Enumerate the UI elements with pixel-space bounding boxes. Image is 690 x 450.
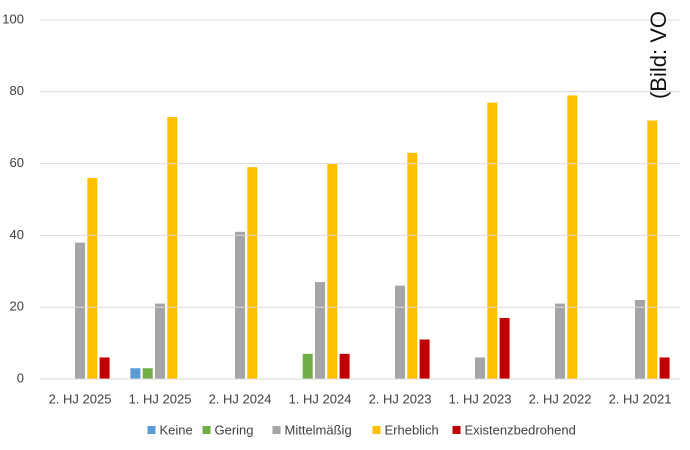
legend-swatch bbox=[272, 426, 281, 434]
bar bbox=[142, 368, 153, 379]
legend-label: Gering bbox=[215, 422, 254, 437]
legend-label: Erheblich bbox=[385, 422, 439, 437]
bar bbox=[487, 102, 498, 379]
legend-swatch bbox=[202, 426, 211, 434]
annotation: (Bild: VO bbox=[646, 11, 671, 99]
bar bbox=[75, 242, 85, 379]
y-tick-label: 40 bbox=[10, 227, 24, 242]
bar bbox=[87, 177, 98, 379]
bar bbox=[419, 339, 430, 379]
legend-swatch bbox=[147, 426, 156, 434]
legend-label: Existenzbedrohend bbox=[465, 422, 576, 437]
bar bbox=[167, 116, 178, 380]
bar bbox=[635, 300, 645, 379]
bar bbox=[130, 368, 141, 379]
x-tick-label: 2. HJ 2021 bbox=[609, 391, 672, 406]
bar bbox=[395, 285, 405, 379]
bar bbox=[315, 282, 325, 379]
x-tick-label: 2. HJ 2025 bbox=[49, 391, 112, 406]
x-tick-label: 2. HJ 2024 bbox=[209, 391, 272, 406]
bar bbox=[659, 357, 670, 379]
bar bbox=[327, 163, 338, 379]
bar bbox=[567, 95, 578, 379]
x-tick-label: 1. HJ 2024 bbox=[289, 391, 352, 406]
legend-swatch bbox=[452, 426, 461, 434]
y-tick-label: 60 bbox=[10, 155, 24, 170]
x-tick-label: 1. HJ 2025 bbox=[129, 391, 192, 406]
bar bbox=[555, 303, 565, 379]
bar bbox=[339, 353, 350, 379]
bar bbox=[235, 231, 245, 379]
y-tick-label: 0 bbox=[17, 370, 24, 385]
y-tick-label: 100 bbox=[2, 11, 24, 26]
bar bbox=[155, 303, 165, 379]
bar bbox=[407, 152, 418, 379]
y-tick-label: 80 bbox=[10, 83, 24, 98]
bar bbox=[302, 353, 313, 379]
bar bbox=[99, 357, 110, 379]
y-tick-label: 20 bbox=[10, 299, 24, 314]
legend-label: Mittelmäßig bbox=[285, 422, 352, 437]
bar bbox=[247, 167, 258, 379]
x-tick-label: 2. HJ 2022 bbox=[529, 391, 592, 406]
x-tick-label: 2. HJ 2023 bbox=[369, 391, 432, 406]
bar bbox=[475, 357, 485, 379]
legend-swatch bbox=[372, 426, 381, 434]
bar bbox=[499, 317, 510, 379]
legend-label: Keine bbox=[160, 422, 193, 437]
bar bbox=[647, 120, 658, 380]
x-tick-label: 1. HJ 2023 bbox=[449, 391, 512, 406]
